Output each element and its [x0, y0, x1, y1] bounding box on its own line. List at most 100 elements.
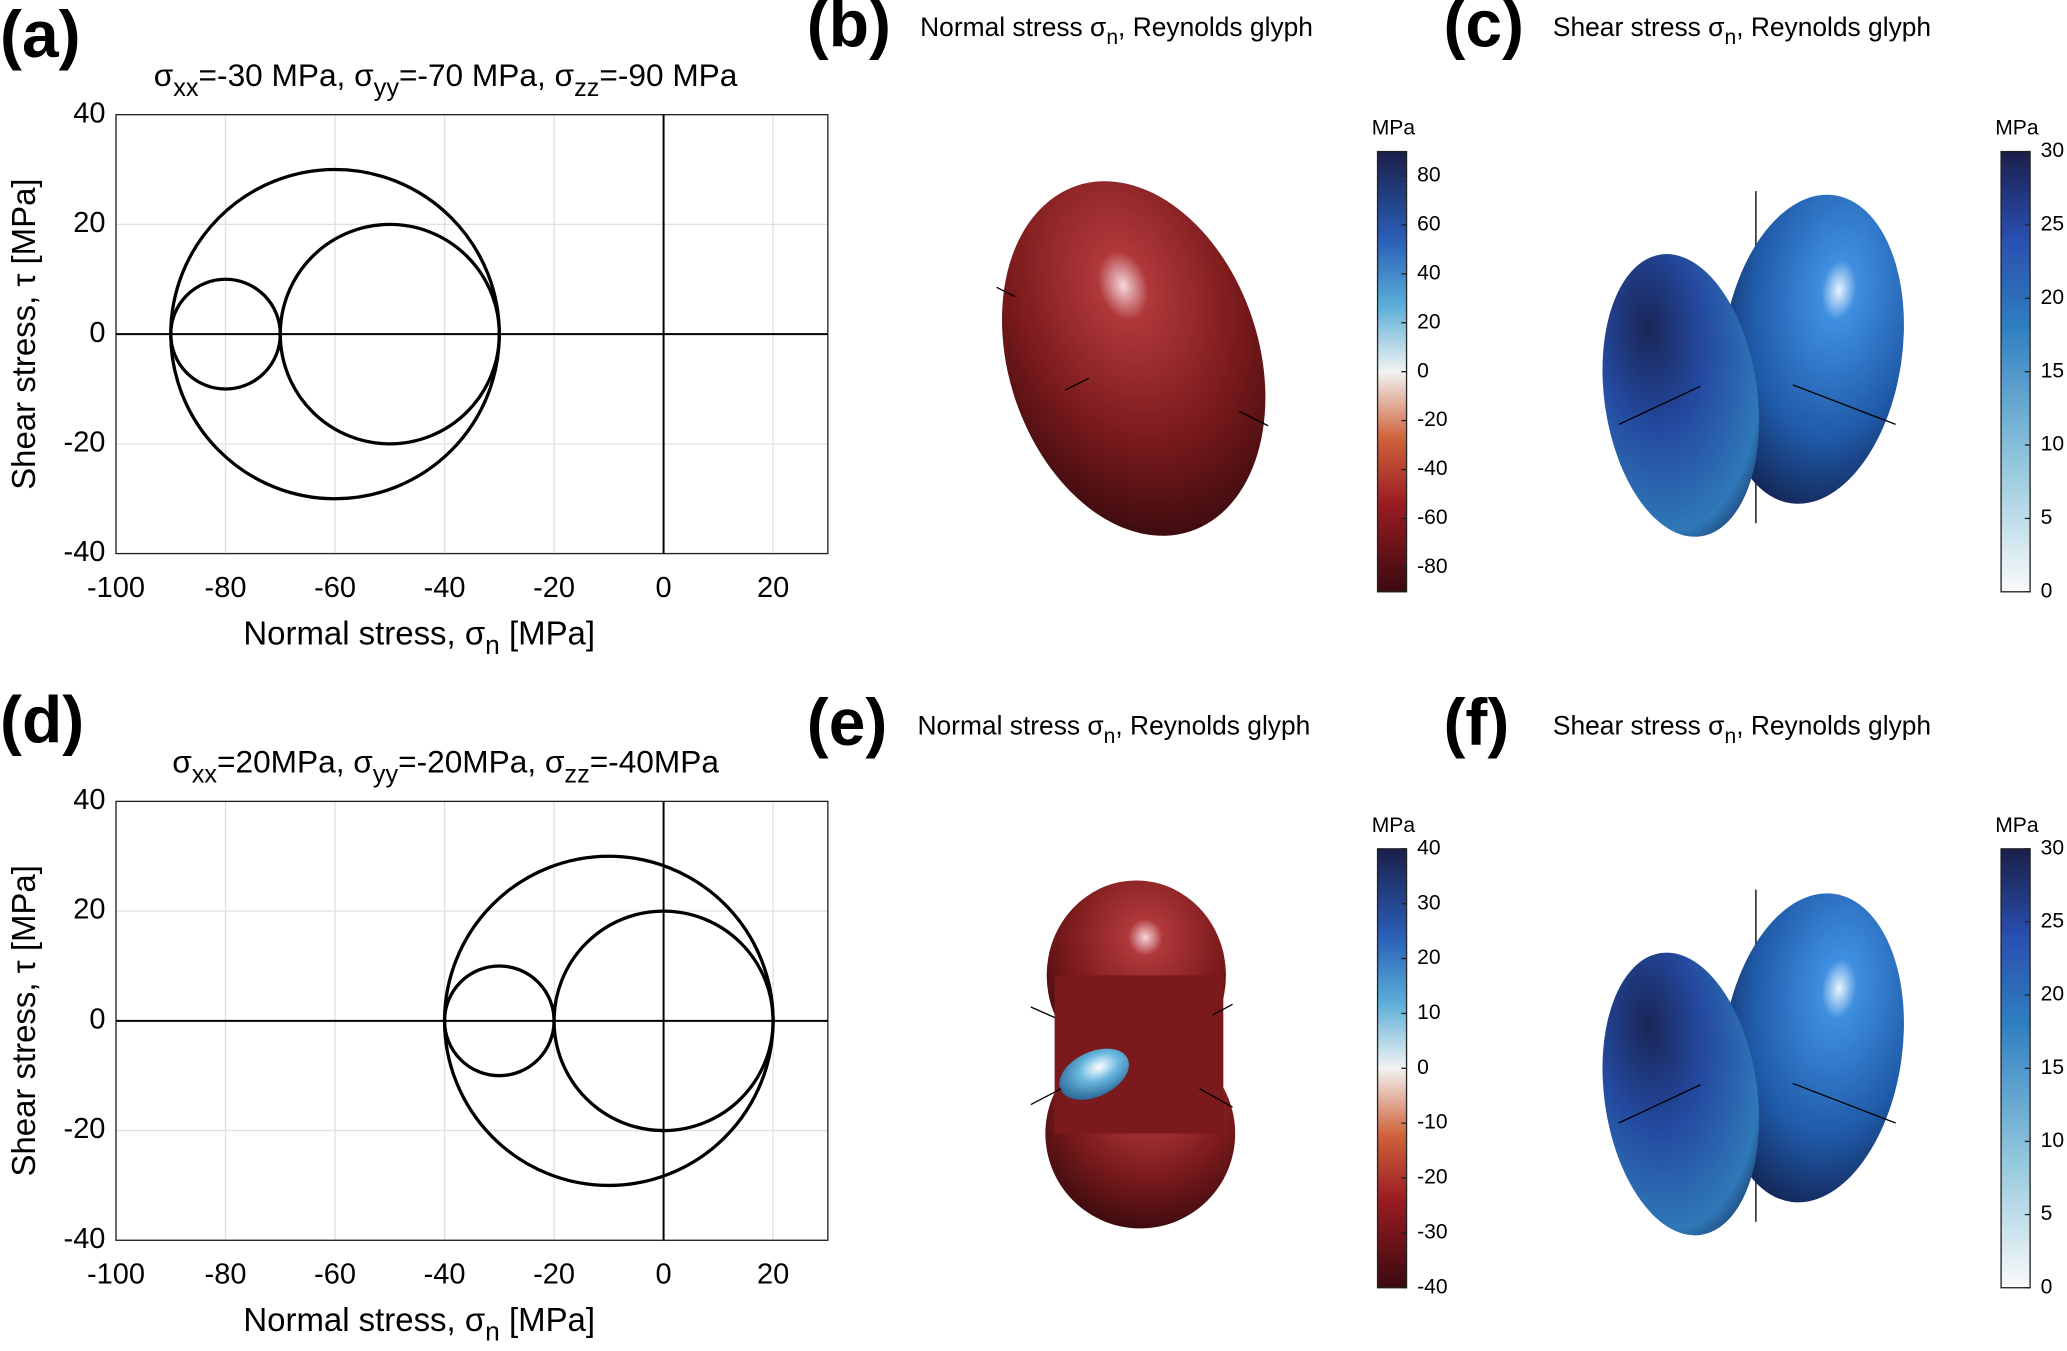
colorbar-tick-label: 5	[2041, 1202, 2053, 1225]
colorbar-tick-label: 15	[2041, 359, 2064, 382]
y-tick-label: 0	[89, 317, 105, 349]
subscript: yy	[374, 74, 400, 102]
x-tick-label: -60	[314, 572, 356, 604]
y-tick-label: 20	[73, 894, 105, 926]
x-tick-label: -40	[424, 572, 466, 604]
subscript: zz	[574, 74, 599, 102]
text-part: , Reynolds glyph	[1736, 12, 1931, 42]
subscript: n	[1104, 724, 1116, 747]
text-part: =20MPa, σ	[217, 744, 373, 780]
colorbar-tick-label: 0	[1417, 1056, 1429, 1079]
chart-title: Shear stress σn, Reynolds glyph	[1553, 711, 1931, 748]
subscript: n	[1724, 724, 1736, 747]
text-part: σ	[154, 57, 174, 93]
y-axis-label: Shear stress, τ [MPa]	[5, 178, 42, 489]
subscript: xx	[173, 74, 199, 102]
text-part: =-90 MPa	[599, 57, 737, 93]
x-tick-label: 20	[757, 572, 789, 604]
y-tick-label: -40	[64, 1223, 106, 1255]
text-part: Normal stress, σ	[243, 1301, 485, 1338]
text-part: =-40MPa	[590, 744, 720, 780]
text-part: Normal stress, σ	[243, 614, 485, 651]
x-tick-label: -80	[205, 572, 247, 604]
x-tick-label: -20	[533, 572, 575, 604]
y-tick-label: 40	[73, 97, 105, 129]
text-part: Normal stress σ	[917, 711, 1103, 741]
colorbar-tick-label: 20	[2041, 286, 2064, 309]
text-part: σ	[172, 744, 192, 780]
subscript: zz	[564, 760, 589, 788]
x-tick-label: -40	[424, 1259, 466, 1291]
subscript: n	[485, 1317, 500, 1347]
panel-label: (d)	[0, 682, 84, 756]
x-tick-label: -80	[205, 1259, 247, 1291]
x-tick-label: 0	[656, 572, 672, 604]
colorbar-tick-label: -10	[1417, 1111, 1447, 1134]
chart-title: Normal stress σn, Reynolds glyph	[917, 711, 1310, 748]
x-tick-label: -100	[87, 1259, 145, 1291]
x-tick-label: 0	[656, 1259, 672, 1291]
colorbar-tick-label: 0	[2041, 1275, 2053, 1298]
text-part: [MPa]	[500, 1301, 595, 1338]
text-part: =-70 MPa, σ	[399, 57, 575, 93]
panel-label: (f)	[1443, 685, 1509, 759]
x-axis-label: Normal stress, σn [MPa]	[243, 1301, 595, 1347]
panel-label: (c)	[1443, 0, 1524, 60]
colorbar-tick-label: -60	[1417, 506, 1447, 529]
colorbar-tick-label: 25	[2041, 213, 2064, 236]
glyph-f	[1602, 889, 1904, 1236]
y-tick-label: -20	[64, 1113, 106, 1145]
colorbar-unit: MPa	[1995, 814, 2039, 837]
colorbar-tick-label: 20	[2041, 983, 2064, 1006]
y-axis-label: Shear stress, τ [MPa]	[5, 865, 42, 1176]
colorbar-tick-label: 10	[2041, 433, 2064, 456]
colorbar-tick-label: -20	[1417, 408, 1447, 431]
colorbar-tick-label: -40	[1417, 1275, 1447, 1298]
mohr-circle	[442, 964, 556, 1078]
subscript: xx	[192, 760, 218, 788]
text-part: , Reynolds glyph	[1736, 711, 1931, 741]
colorbar-tick-label: 0	[1417, 359, 1429, 382]
x-tick-label: 20	[757, 1259, 789, 1291]
text-part: [MPa]	[500, 614, 595, 651]
panel-label: (a)	[0, 0, 81, 71]
colorbar-tick-label: -80	[1417, 555, 1447, 578]
colorbar-tick-label: 0	[2041, 579, 2053, 602]
colorbar-tick-label: 60	[1417, 213, 1440, 236]
subscript: yy	[373, 760, 399, 788]
y-tick-label: -20	[64, 427, 106, 459]
colorbar-unit: MPa	[1372, 117, 1416, 140]
colorbar-tick-label: 10	[1417, 1001, 1440, 1024]
y-tick-label: 0	[89, 1003, 105, 1035]
text-part: =-20MPa, σ	[398, 744, 565, 780]
colorbar-tick-label: -30	[1417, 1220, 1447, 1243]
colorbar-tick-label: 30	[2041, 836, 2064, 859]
text-part: , Reynolds glyph	[1118, 12, 1313, 42]
glyph-e	[1030, 880, 1236, 1229]
panel-label: (e)	[807, 685, 888, 759]
subscript: n	[1724, 26, 1736, 49]
colorbar-tick-label: 25	[2041, 910, 2064, 933]
colorbar-tick-label: 5	[2041, 506, 2053, 529]
mohr-circle	[169, 277, 282, 391]
chart-title: Normal stress σn, Reynolds glyph	[920, 12, 1313, 49]
colorbar-tick-label: 30	[2041, 139, 2064, 162]
colorbar-tick-label: 80	[1417, 164, 1440, 187]
chart-title: Shear stress σn, Reynolds glyph	[1553, 12, 1931, 49]
colorbar-tick-label: -40	[1417, 457, 1447, 480]
colorbar-tick-label: 30	[1417, 891, 1440, 914]
colorbar-tick-label: 40	[1417, 261, 1440, 284]
glyph-b	[996, 181, 1269, 536]
colorbar-unit: MPa	[1372, 814, 1416, 837]
panel-label: (b)	[807, 0, 891, 60]
colorbar-tick-label: 40	[1417, 836, 1440, 859]
x-tick-label: -100	[87, 572, 145, 604]
x-axis-label: Normal stress, σn [MPa]	[243, 614, 595, 660]
subscript: n	[485, 630, 500, 660]
y-tick-label: 20	[73, 207, 105, 239]
subscript: n	[1106, 26, 1118, 49]
colorbar-tick-label: 20	[1417, 946, 1440, 969]
text-part: =-30 MPa, σ	[199, 57, 375, 93]
text-part: , Reynolds glyph	[1115, 711, 1310, 741]
